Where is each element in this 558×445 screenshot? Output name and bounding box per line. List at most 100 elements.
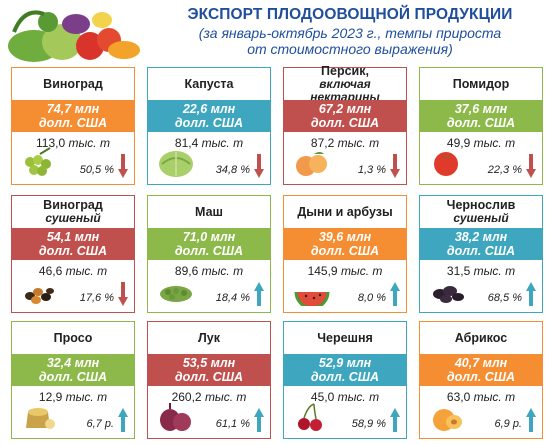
export-unit: долл. США — [446, 370, 516, 384]
export-value: 53,5 млн — [182, 356, 236, 370]
volume-number: 260,2 — [171, 390, 202, 404]
product-name: Просо — [12, 322, 134, 354]
arrow-up-icon — [526, 408, 536, 432]
peach-icon — [296, 152, 327, 176]
export-volume: 87,2 тыс. т — [284, 136, 406, 150]
volume-unit: тыс. т — [473, 264, 516, 278]
export-unit: долл. США — [310, 370, 380, 384]
value-band: 74,7 млн долл. США — [11, 100, 135, 132]
value-band: 71,0 млн долл. США — [147, 228, 271, 260]
product-name: Дыни и арбузы — [284, 196, 406, 228]
volume-unit: тыс. т — [473, 136, 516, 150]
export-volume: 45,0 тыс. т — [284, 390, 406, 404]
product-name: Персик, включая нектарины — [284, 64, 406, 103]
growth-rate: 34,8 % — [215, 164, 250, 176]
product-title: Просо — [53, 330, 93, 345]
product-card: Дыни и арбузы 39,6 млн долл. США 145,9 тыс.… — [283, 195, 407, 313]
header: ЭКСПОРТ ПЛОДООВОЩНОЙ ПРОДУКЦИИ (за январ… — [0, 0, 558, 68]
export-value: 32,4 млн — [46, 356, 100, 370]
export-unit: долл. США — [446, 116, 516, 130]
product-card: Виноград 74,7 млн долл. США 113,0 тыс. т 50,… — [11, 67, 135, 185]
export-value: 40,7 млн — [454, 356, 508, 370]
export-value: 39,6 млн — [318, 230, 372, 244]
growth-rate: 22,3 % — [487, 164, 522, 176]
export-unit: долл. США — [310, 116, 380, 130]
growth-rate: 6,7 р. — [86, 418, 114, 430]
product-title: Маш — [195, 204, 223, 219]
volume-number: 63,0 — [446, 390, 471, 404]
export-value: 38,2 млн — [454, 230, 508, 244]
value-band: 67,2 млн долл. США — [283, 100, 407, 132]
value-band: 39,6 млн долл. США — [283, 228, 407, 260]
export-value: 54,1 млн — [46, 230, 100, 244]
arrow-down-icon — [254, 154, 264, 178]
export-value: 71,0 млн — [182, 230, 236, 244]
product-card: Виноград сушеный 54,1 млн долл. США 46,6 тыс… — [11, 195, 135, 313]
volume-unit: тыс. т — [337, 136, 380, 150]
volume-number: 81,4 — [174, 136, 199, 150]
volume-number: 49,9 — [446, 136, 471, 150]
arrow-up-icon — [254, 282, 264, 306]
export-value: 52,9 млн — [318, 356, 372, 370]
export-unit: долл. США — [38, 244, 108, 258]
product-name: Чернослив сушеный — [420, 196, 542, 228]
page-subtitle: (за январь-октябрь 2023 г., темпы прирос… — [150, 25, 550, 57]
volume-unit: тыс. т — [337, 390, 380, 404]
volume-unit: тыс. т — [68, 136, 110, 150]
subtitle-line: от стоимостного выражения) — [247, 41, 453, 57]
volume-number: 87,2 — [310, 136, 335, 150]
arrow-up-icon — [254, 408, 264, 432]
volume-unit: тыс. т — [201, 264, 244, 278]
product-card: Помидор 37,6 млн долл. США 49,9 тыс. т 22,3 … — [419, 67, 543, 185]
value-band: 53,5 млн долл. США — [147, 354, 271, 386]
page-title: ЭКСПОРТ ПЛОДООВОЩНОЙ ПРОДУКЦИИ — [187, 6, 513, 23]
export-unit: долл. США — [310, 244, 380, 258]
volume-unit: тыс. т — [65, 390, 108, 404]
raisins-icon — [25, 288, 54, 304]
volume-number: 12,9 — [38, 390, 63, 404]
product-title: Помидор — [452, 76, 510, 91]
growth-rate: 18,4 % — [215, 292, 250, 304]
product-title: Лук — [198, 330, 220, 345]
product-card: Черешня 52,9 млн долл. США 45,0 тыс. т 58,9 … — [283, 321, 407, 439]
growth-rate: 8,0 % — [357, 292, 386, 304]
volume-number: 145,9 — [307, 264, 338, 278]
export-volume: 89,6 тыс. т — [148, 264, 270, 278]
product-card: Абрикос 40,7 млн долл. США 63,0 тыс. т 6,9 р… — [419, 321, 543, 439]
export-volume: 113,0 тыс. т — [12, 136, 134, 150]
volume-number: 89,6 — [174, 264, 199, 278]
product-title: Абрикос — [454, 330, 508, 345]
growth-rate: 6,9 р. — [494, 418, 522, 430]
export-value: 67,2 млн — [318, 102, 372, 116]
growth-rate: 1,3 % — [357, 164, 386, 176]
product-card: Капуста 22,6 млн долл. США 81,4 тыс. т 34,8 … — [147, 67, 271, 185]
arrow-up-icon — [526, 282, 536, 306]
value-band: 54,1 млн долл. США — [11, 228, 135, 260]
watermelon-icon — [294, 291, 330, 306]
grapes-icon — [25, 147, 51, 176]
volume-unit: тыс. т — [340, 264, 383, 278]
product-name: Лук — [148, 322, 270, 354]
export-unit: долл. США — [38, 116, 108, 130]
export-volume: 46,6 тыс. т — [12, 264, 134, 278]
export-unit: долл. США — [174, 244, 244, 258]
volume-unit: тыс. т — [201, 136, 244, 150]
product-title: Виноград — [43, 76, 103, 91]
product-subtitle: включая нектарины — [310, 76, 380, 104]
value-band: 52,9 млн долл. США — [283, 354, 407, 386]
product-card: Просо 32,4 млн долл. США 12,9 тыс. т 6,7 р. — [11, 321, 135, 439]
product-title: Капуста — [184, 76, 234, 91]
export-volume: 145,9 тыс. т — [284, 264, 406, 278]
subtitle-line: (за январь-октябрь 2023 г., темпы прирос… — [198, 25, 502, 41]
cabbage-icon — [159, 151, 193, 177]
volume-unit: тыс. т — [204, 390, 247, 404]
product-title: Черешня — [317, 330, 373, 345]
apricot-icon — [433, 409, 462, 431]
arrow-up-icon — [118, 408, 128, 432]
export-volume: 260,2 тыс. т — [148, 390, 270, 404]
product-name: Виноград — [12, 68, 134, 100]
product-subtitle: сушеный — [453, 211, 509, 225]
volume-number: 45,0 — [310, 390, 335, 404]
volume-number: 113,0 — [36, 136, 66, 150]
product-card: Лук 53,5 млн долл. США 260,2 тыс. т 61,1 % — [147, 321, 271, 439]
